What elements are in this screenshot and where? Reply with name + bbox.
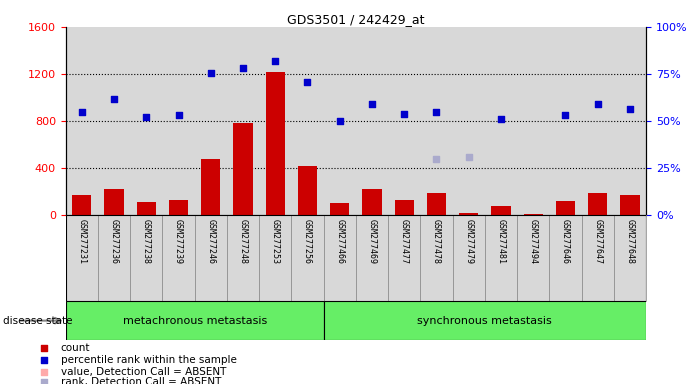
Point [108, 96, 120, 102]
Point [431, 156, 442, 162]
Point [366, 101, 377, 108]
Point [334, 118, 346, 124]
Text: GSM277236: GSM277236 [109, 219, 119, 264]
Bar [517, 215, 549, 301]
Text: GSM277239: GSM277239 [174, 219, 183, 264]
Point [302, 79, 313, 85]
Point [39, 369, 50, 375]
Text: GSM277469: GSM277469 [368, 219, 377, 264]
Text: GSM277248: GSM277248 [238, 219, 247, 264]
Bar [323, 301, 646, 340]
Bar [453, 215, 485, 301]
Point [560, 112, 571, 118]
Bar [621, 195, 640, 215]
Title: GDS3501 / 242429_at: GDS3501 / 242429_at [287, 13, 424, 26]
Point [431, 108, 442, 114]
Text: GSM277253: GSM277253 [271, 219, 280, 264]
Bar [485, 215, 517, 301]
Text: GSM277648: GSM277648 [625, 219, 634, 264]
Text: GSM277231: GSM277231 [77, 219, 86, 264]
Text: GSM277256: GSM277256 [303, 219, 312, 264]
Bar [72, 195, 91, 215]
Bar [162, 215, 195, 301]
Point [269, 58, 281, 64]
Point [625, 106, 636, 112]
Point [238, 65, 249, 71]
Bar [588, 193, 607, 215]
Bar [104, 189, 124, 215]
Bar [292, 215, 323, 301]
Text: rank, Detection Call = ABSENT: rank, Detection Call = ABSENT [61, 377, 221, 384]
Bar [323, 215, 356, 301]
Bar [524, 214, 543, 215]
Bar [491, 206, 511, 215]
Bar [330, 203, 350, 215]
Point [463, 154, 474, 161]
Point [39, 379, 50, 384]
Text: GSM277477: GSM277477 [399, 219, 409, 264]
Text: count: count [61, 343, 90, 353]
Text: value, Detection Call = ABSENT: value, Detection Call = ABSENT [61, 367, 226, 377]
Point [205, 70, 216, 76]
Text: GSM277481: GSM277481 [496, 219, 506, 264]
Bar [298, 166, 317, 215]
Bar [259, 215, 292, 301]
Text: percentile rank within the sample: percentile rank within the sample [61, 355, 236, 365]
Text: GSM277466: GSM277466 [335, 219, 344, 264]
Point [141, 114, 152, 121]
Bar [549, 215, 582, 301]
Point [39, 345, 50, 351]
Bar [227, 215, 259, 301]
Text: metachronous metastasis: metachronous metastasis [122, 316, 267, 326]
Text: disease state: disease state [3, 316, 73, 326]
Point [173, 112, 184, 118]
Bar [362, 189, 381, 215]
Bar [582, 215, 614, 301]
Point [592, 101, 603, 108]
Bar [201, 159, 220, 215]
Bar [265, 71, 285, 215]
Bar [459, 213, 478, 215]
Bar [420, 215, 453, 301]
Point [76, 108, 87, 114]
Point [399, 111, 410, 117]
Point [495, 116, 507, 122]
Bar [66, 301, 323, 340]
Text: GSM277478: GSM277478 [432, 219, 441, 264]
Text: GSM277246: GSM277246 [206, 219, 216, 264]
Text: GSM277238: GSM277238 [142, 219, 151, 264]
Bar [66, 215, 98, 301]
Bar [234, 123, 253, 215]
Bar [614, 215, 646, 301]
Text: GSM277646: GSM277646 [561, 219, 570, 264]
Bar [556, 201, 575, 215]
Point [39, 357, 50, 363]
Text: GSM277494: GSM277494 [529, 219, 538, 264]
Text: synchronous metastasis: synchronous metastasis [417, 316, 552, 326]
Text: GSM277647: GSM277647 [593, 219, 603, 264]
Bar [130, 215, 162, 301]
Bar [195, 215, 227, 301]
Bar [356, 215, 388, 301]
Bar [137, 202, 156, 215]
Bar [427, 193, 446, 215]
Bar [395, 200, 414, 215]
Bar [98, 215, 130, 301]
Bar [388, 215, 420, 301]
Bar [169, 200, 188, 215]
Text: GSM277479: GSM277479 [464, 219, 473, 264]
